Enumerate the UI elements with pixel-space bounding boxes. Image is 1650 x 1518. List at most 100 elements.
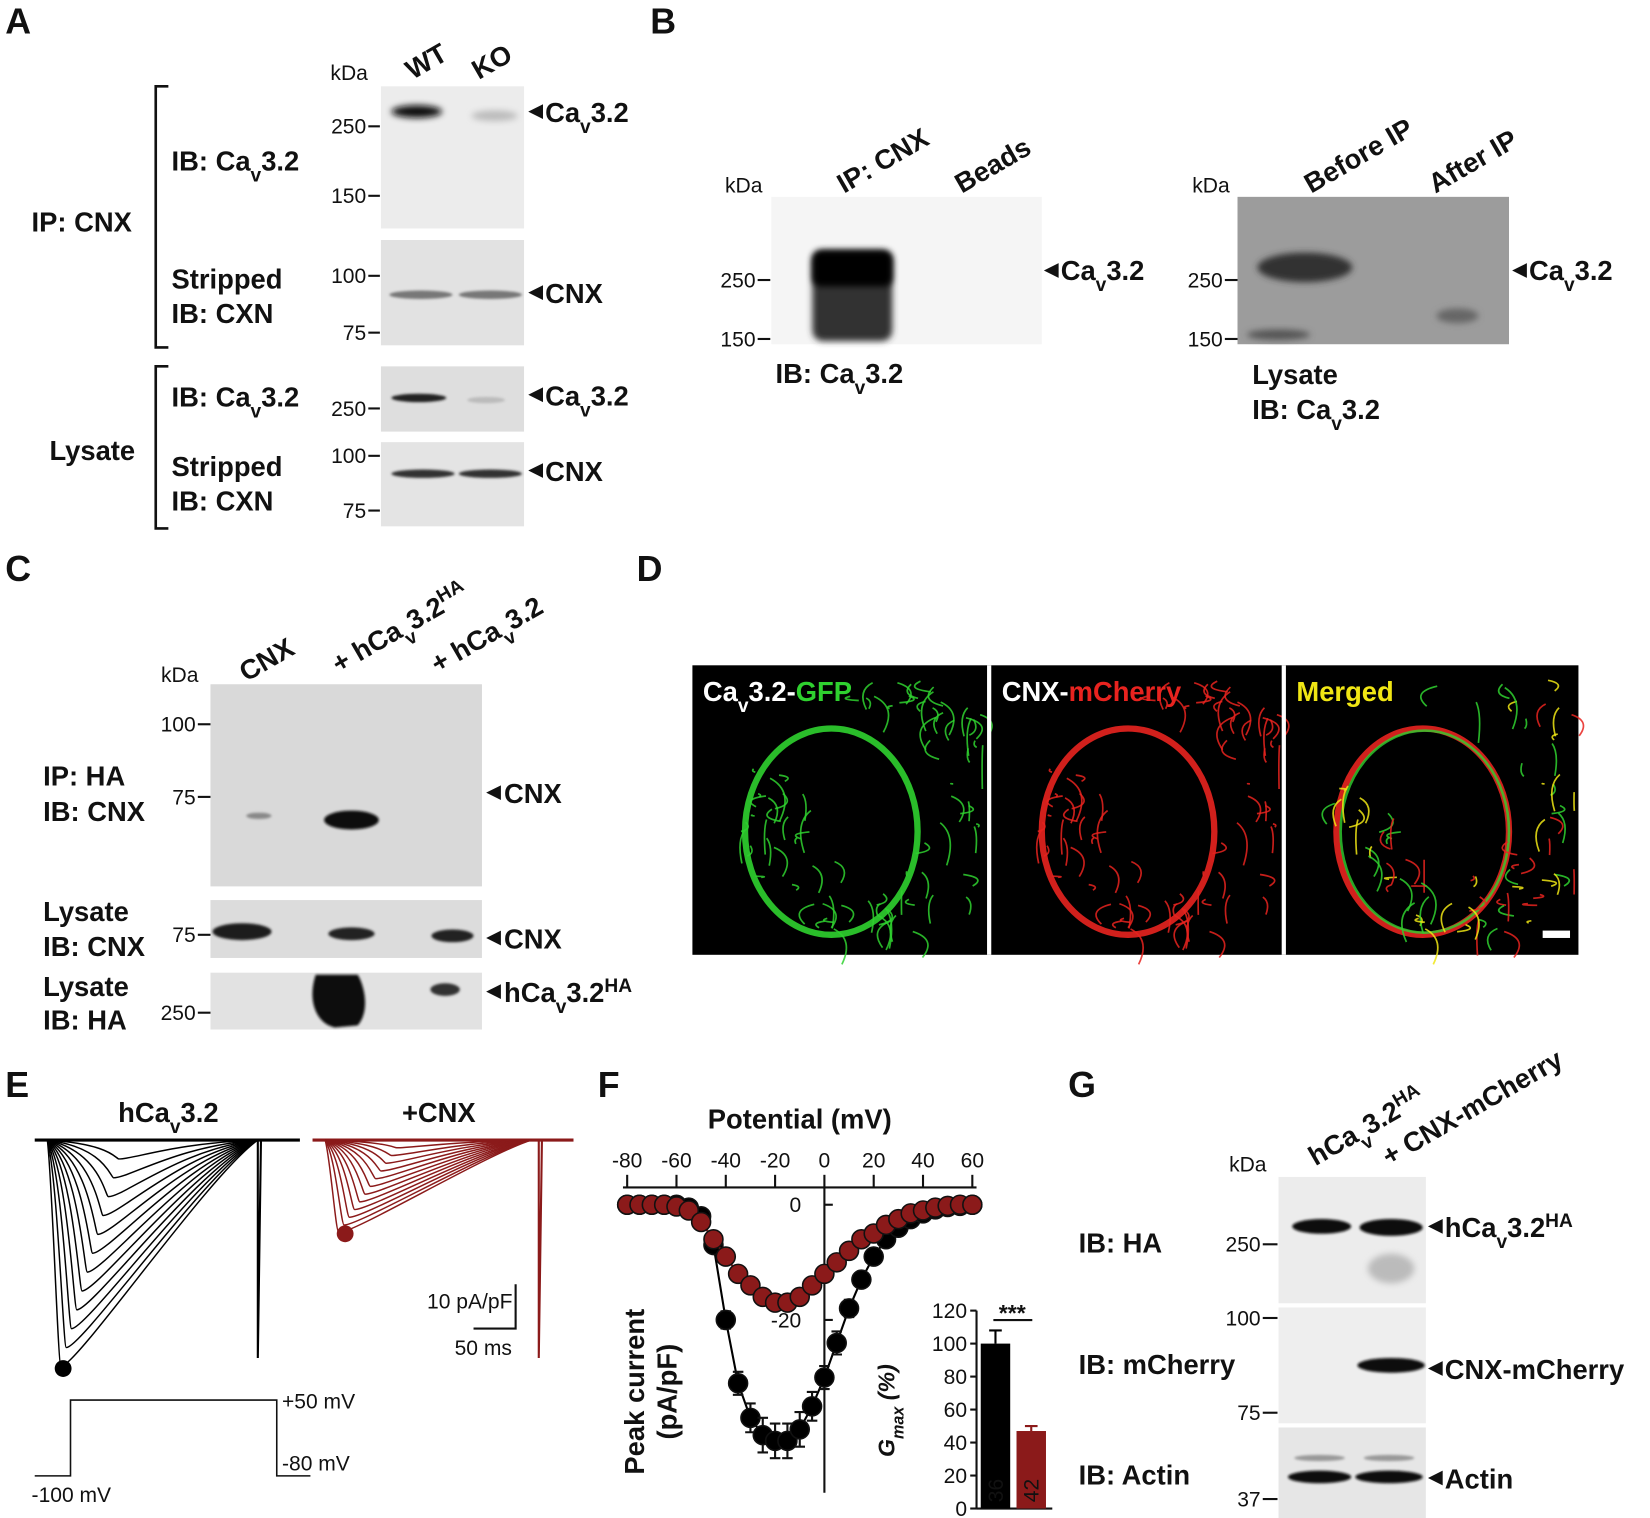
band bbox=[212, 923, 272, 941]
er-network bbox=[906, 683, 919, 700]
text-part: 3.2 bbox=[261, 381, 299, 412]
er-network bbox=[1339, 787, 1348, 791]
text-part: HA bbox=[1545, 1210, 1573, 1231]
er-network bbox=[1183, 704, 1190, 710]
trace bbox=[324, 1139, 532, 1219]
blot-label: IB: mCherry bbox=[1079, 1349, 1236, 1380]
point bbox=[715, 1309, 737, 1331]
er-network bbox=[1095, 903, 1112, 925]
capacitive-spike bbox=[256, 1140, 263, 1359]
text-part: v bbox=[1096, 275, 1107, 296]
band bbox=[812, 250, 893, 287]
band bbox=[458, 290, 522, 299]
band bbox=[1294, 1454, 1345, 1462]
panel-label: B bbox=[650, 2, 676, 42]
marker: 37 bbox=[1237, 1488, 1260, 1511]
er-network bbox=[1170, 695, 1187, 733]
band bbox=[1257, 252, 1353, 283]
band bbox=[324, 810, 379, 830]
text-part: 3.2 bbox=[591, 97, 629, 128]
er-network bbox=[961, 707, 969, 737]
er-network bbox=[778, 774, 789, 783]
er-network bbox=[1520, 762, 1525, 777]
er-network bbox=[865, 697, 872, 710]
er-network bbox=[794, 831, 810, 840]
er-network bbox=[1075, 774, 1086, 783]
caption: IB: Cav3.2 bbox=[1252, 394, 1380, 435]
text-part: max bbox=[889, 1406, 907, 1439]
point bbox=[727, 1373, 749, 1394]
er-network bbox=[1272, 823, 1277, 828]
er-network bbox=[1091, 837, 1095, 845]
text-part: Ca bbox=[545, 97, 581, 128]
er-network bbox=[1052, 875, 1062, 879]
marker: 75 bbox=[1237, 1402, 1260, 1425]
er-network bbox=[1368, 855, 1383, 892]
er-network bbox=[763, 819, 768, 855]
error-bar bbox=[989, 1329, 1002, 1344]
panel-f: F Potential (mV) Peak current (pA/pF) Gm… bbox=[598, 1065, 1053, 1518]
marker: 100 bbox=[161, 714, 196, 737]
blot-label: IB: HA bbox=[43, 1005, 127, 1036]
band bbox=[458, 469, 522, 478]
trace bbox=[46, 1139, 259, 1311]
lane-label: Before IP bbox=[1299, 112, 1419, 199]
er-network bbox=[773, 846, 789, 878]
blot-label: IB: Cav3.2 bbox=[172, 381, 300, 422]
er-network bbox=[1047, 814, 1052, 817]
er-network bbox=[1196, 695, 1212, 704]
blot-label: Stripped bbox=[172, 263, 283, 294]
kda: kDa bbox=[1229, 1154, 1267, 1177]
point bbox=[789, 1419, 811, 1440]
title-part: CNX- bbox=[1002, 676, 1069, 707]
title-part: mCherry bbox=[1069, 676, 1182, 707]
text-part: hCa bbox=[1445, 1212, 1497, 1243]
er-network bbox=[1213, 700, 1223, 712]
panel-label: C bbox=[5, 549, 31, 589]
text-part: v bbox=[251, 401, 262, 422]
er-network bbox=[1400, 902, 1416, 943]
band-label: Cav3.2 bbox=[1061, 255, 1145, 296]
arrowhead bbox=[528, 285, 543, 301]
panel-e: E hCav3.2 +CNX 10 pA/pF 50 ms +50 mV -80… bbox=[5, 1065, 574, 1507]
x-tick-label: -20 bbox=[760, 1149, 790, 1172]
er-network bbox=[939, 822, 952, 866]
er-network bbox=[1098, 793, 1104, 821]
marker: 150 bbox=[720, 328, 755, 351]
trace bbox=[325, 1139, 532, 1164]
er-network bbox=[1533, 893, 1545, 900]
er-network bbox=[927, 686, 944, 707]
er-network bbox=[975, 823, 980, 828]
point bbox=[703, 1229, 724, 1250]
er-network bbox=[1497, 904, 1515, 917]
text-part: v bbox=[580, 400, 591, 421]
text-part: v bbox=[738, 696, 749, 717]
y-axis-label: Peak current bbox=[619, 1309, 650, 1475]
text-part: + hCa bbox=[425, 614, 506, 679]
er-network bbox=[1173, 919, 1189, 949]
point bbox=[740, 1407, 761, 1429]
n-label: 36 bbox=[985, 1479, 1008, 1502]
kda: kDa bbox=[330, 62, 368, 85]
er-network bbox=[1066, 777, 1083, 822]
capacitive-spike bbox=[537, 1140, 543, 1359]
arrowhead bbox=[528, 387, 543, 403]
er-network bbox=[1551, 804, 1566, 815]
marker: 75 bbox=[343, 322, 366, 345]
er-network bbox=[889, 914, 897, 942]
text-part: + hCa bbox=[326, 614, 407, 679]
blot-label: IB: CXN bbox=[172, 298, 274, 329]
marker: 75 bbox=[172, 786, 195, 809]
er-network bbox=[765, 837, 772, 866]
er-network bbox=[913, 680, 932, 693]
er-network bbox=[1119, 902, 1134, 929]
protocol-label: -100 mV bbox=[32, 1484, 112, 1507]
er-network bbox=[1553, 873, 1561, 896]
trace bbox=[47, 1139, 258, 1179]
text-part: 3.2 bbox=[1507, 1212, 1545, 1243]
er-network bbox=[1158, 682, 1170, 710]
er-network bbox=[1256, 804, 1271, 815]
arrowhead bbox=[1427, 1361, 1443, 1376]
er-network bbox=[822, 902, 837, 929]
band-label: hCav3.2HA bbox=[1445, 1210, 1573, 1252]
